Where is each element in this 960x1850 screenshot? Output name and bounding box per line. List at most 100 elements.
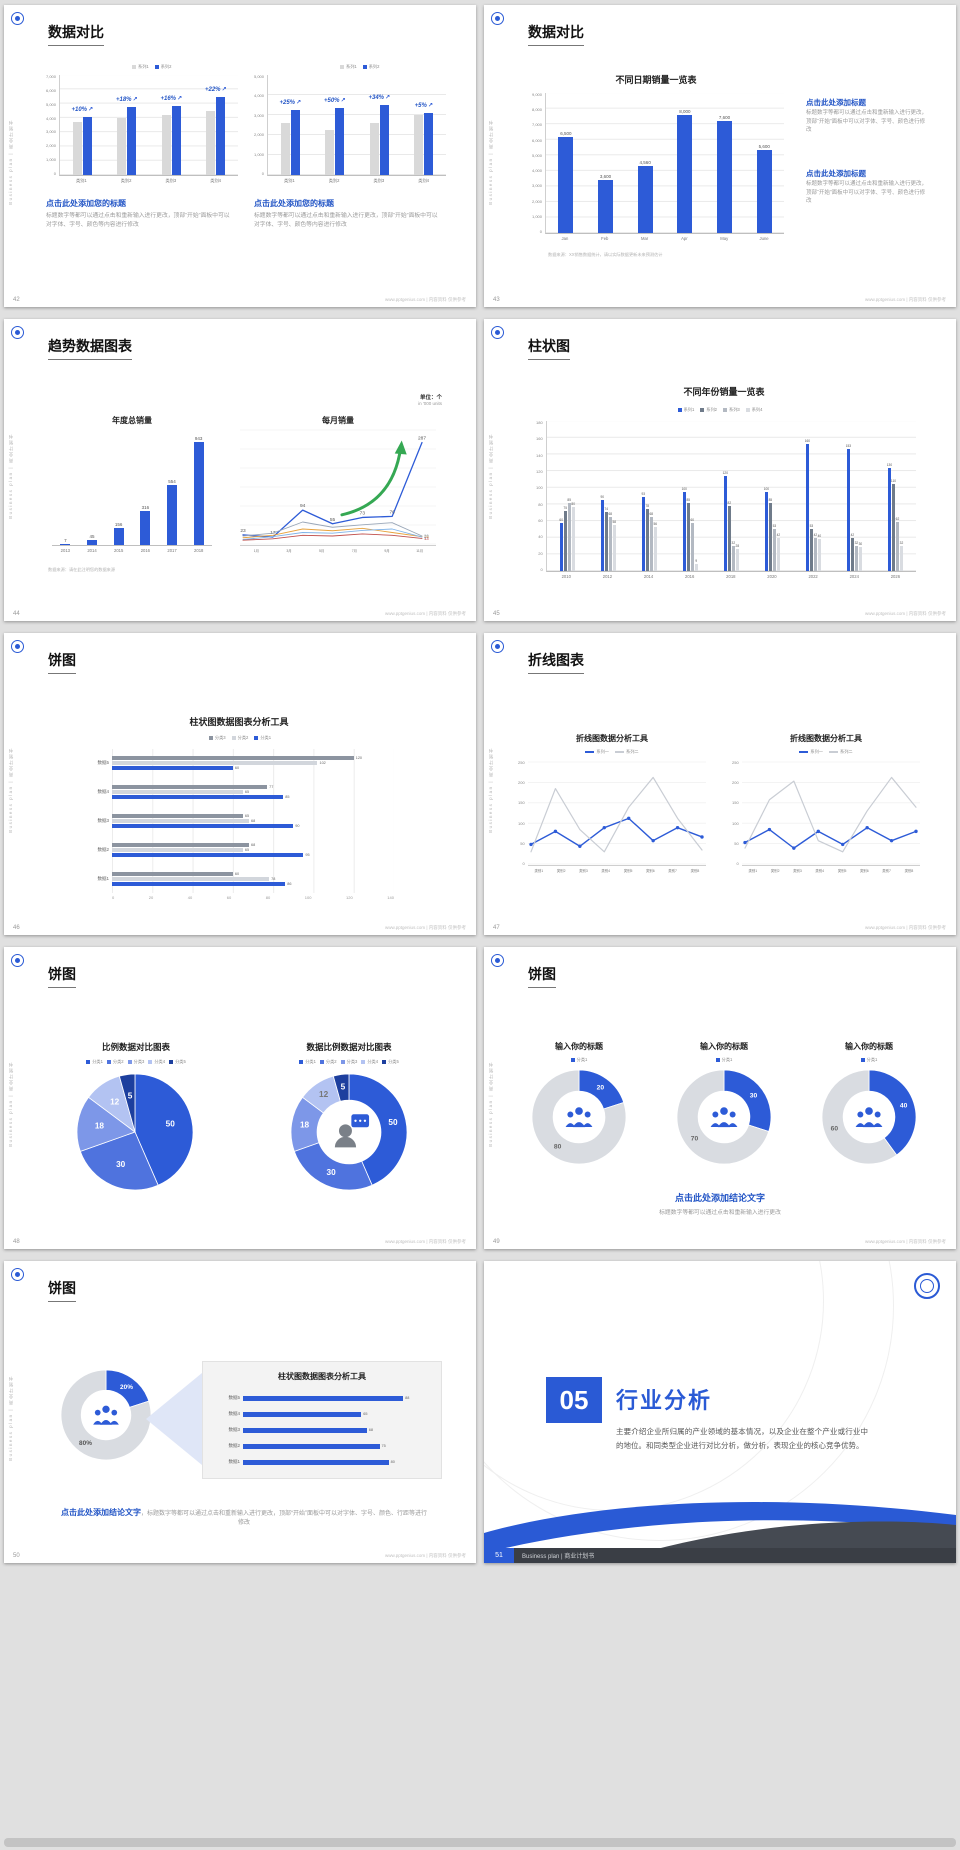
bar-row: 数据2 75 (219, 1438, 425, 1454)
chart-legend: 系列一 系列二 (518, 749, 706, 755)
hrows: 数据5 120 102 60 数据4 77 65 85 数据3 65 68 90 数据2 68 65 95 数据… (88, 749, 394, 893)
hb: 95 (112, 852, 394, 857)
x-tick-label: May (720, 236, 729, 241)
x-tick-label: 2010 (561, 574, 571, 579)
bar-group: 160 53 42 40 (793, 428, 834, 571)
x-tick-label: 类别6 (645, 869, 655, 873)
xaxis: 2010 2012 2014 2016 2018 2020 2022 2024 2026 (546, 572, 916, 581)
bar-value-label: 53 (809, 523, 814, 528)
bar-value-label: 90 (295, 823, 300, 828)
horizontal-bar-chart: 数据5 120 102 60 数据4 77 65 85 数据3 65 68 90 数据2 68 65 95 数据… (88, 749, 394, 901)
bar (243, 1395, 404, 1401)
legend-item: 分类5 (382, 1059, 399, 1065)
slide-42[interactable]: Business plan | 商业计划书 数据对比 系列1 系列2 7,000 6… (4, 5, 476, 307)
legend-swatch (319, 1060, 324, 1064)
x-tick-label: 类别5 (837, 869, 847, 873)
svg-text:70: 70 (691, 1135, 699, 1142)
conclusion-title: 点击此处添加结论文字 (674, 1193, 765, 1203)
x-tick-label: 1月 (253, 549, 259, 553)
slide-title: 数据对比 (48, 22, 104, 46)
brand-logo-icon (11, 12, 24, 25)
x-tick-label: Mar (640, 236, 649, 241)
pie-chart: 50 30 18 12 5 (76, 1073, 194, 1191)
slide-43[interactable]: Business plan | 商业计划书 数据对比 不同日期销量一览表 9,0… (484, 5, 956, 307)
bar: 85 (687, 498, 690, 571)
bar-group: 60 75 85 80 (547, 428, 588, 571)
slide-51[interactable]: 05 行业分析 主要介绍企业所归属的产业领域的基本情况，以及企业在整个产业或行业… (484, 1261, 956, 1563)
bar-value-label: 60 (559, 518, 563, 523)
hb: 60 (112, 766, 394, 771)
bar-value-label: 120 (722, 470, 728, 475)
legend-item: 系列一 (585, 749, 609, 755)
legend-swatch (340, 65, 344, 69)
vertical-brand-text: Business plan | 商业计划书 (488, 119, 493, 205)
slide-49[interactable]: Business plan | 商业计划书 饼图 输入你的标题 分类1 20 80… (484, 947, 956, 1249)
brand-logo-icon (491, 640, 504, 653)
bar: 4,560 (637, 160, 653, 233)
bar: 42 (814, 533, 817, 571)
bar-value-label: 58 (612, 519, 617, 524)
footer-site-text: www.pptgenius.com | 内容资料 仅供参考 (865, 1239, 946, 1244)
bar: 30 (859, 542, 862, 571)
bar: 9 (694, 559, 698, 571)
bar-value-label: 32 (854, 540, 859, 545)
bar-group: 88 (243, 1390, 425, 1406)
x-tick-label: 类别8 (904, 869, 914, 873)
slide-46[interactable]: Business plan | 商业计划书 饼图 柱状图数据图表分析工具 分类3… (4, 633, 476, 935)
horizontal-scrollbar[interactable] (4, 1838, 956, 1847)
legend-swatch (382, 1060, 387, 1064)
legend-item: 系列2 (700, 407, 717, 413)
bar (206, 111, 216, 175)
slide-title: 数据对比 (528, 22, 584, 46)
bar-value-label: 100 (763, 486, 770, 491)
legend-swatch (677, 408, 682, 412)
svg-text:12: 12 (110, 1097, 120, 1106)
slide-45[interactable]: Business plan | 商业计划书 柱状图 不同年份销量一览表 系列1 系… (484, 319, 956, 621)
bar-value-label: 42 (813, 532, 818, 537)
monthly-sales-line-chart: 23 17 94 55 73 76 287 20 18 17 13 1月 3月 5月 7月 9月 11月 (240, 429, 436, 555)
bar-group: +34%↗ (357, 82, 402, 175)
bar: 80 (571, 502, 575, 571)
brand-logo-icon (11, 640, 24, 653)
x-tick-label: 2015 (114, 548, 124, 553)
bar-value-label: 85 (567, 498, 571, 503)
slide-50[interactable]: Business plan | 商业计划书 饼图 20% 80% 柱状图数据图表分… (4, 1261, 476, 1563)
legend-swatch (169, 1060, 174, 1064)
x-tick-label: 2018 (194, 548, 204, 553)
x-tick-label: 2016 (685, 574, 695, 579)
legend-item: 分类1 (570, 1057, 587, 1063)
caption-body: 标题数字等都可以通过点击和重新输入进行更改，顶部“开始”面板中可以对字体、字号、… (254, 213, 438, 228)
bar (243, 1411, 362, 1417)
svg-text:287: 287 (418, 436, 426, 442)
bar (112, 761, 318, 766)
hb: 65 (112, 790, 394, 795)
bar-value-label: 9 (695, 558, 698, 563)
slide-44[interactable]: Business plan | 商业计划书 趋势数据图表 单位：个 in '00… (4, 319, 476, 621)
growth-label: +5%↗ (414, 102, 433, 109)
svg-text:17: 17 (424, 535, 429, 540)
bar-value-label: 75 (563, 506, 567, 511)
yaxis: 5,000 4,000 3,000 2,000 1,000 0 (254, 74, 265, 176)
x-tick-label: 2022 (808, 574, 818, 579)
bar-group: 100 85 53 42 (752, 428, 793, 571)
chart-legend: 系列1 系列2 (340, 64, 379, 70)
bar-row: 数据5 88 (219, 1390, 425, 1406)
bar: 60 (559, 518, 563, 571)
funnel-shape (146, 1373, 202, 1465)
slide-47[interactable]: Business plan | 商业计划书 折线图表 折线图数据分析工具 系列一… (484, 633, 956, 935)
legend-swatch (106, 1060, 111, 1064)
legend-swatch (254, 736, 259, 740)
bar-group: 120 82 32 28 (711, 428, 752, 571)
legend-swatch (700, 408, 705, 412)
unit-note-cn: 单位：个 (419, 395, 442, 401)
legend-swatch (723, 408, 727, 412)
plotwrap: 6,500 3,600 4,560 8,000 7,600 5,600 Jan Feb Mar A… (545, 93, 784, 243)
footer-site-text: www.pptgenius.com | 内容资料 仅供参考 (385, 1239, 466, 1244)
bar-group: 130 110 62 32 (875, 428, 916, 571)
x-tick-label: 类别1 (76, 178, 87, 183)
bar-value-label: 68 (608, 511, 613, 516)
slide-48[interactable]: Business plan | 商业计划书 饼图 比例数据对比图表 分类1 分类2… (4, 947, 476, 1249)
x-tick-label: 2026 (890, 574, 901, 579)
conclusion-body: ，标题数字等都可以通过点击和重新输入进行更改，顶部“开始”面板中可以对字体、字号… (141, 1511, 427, 1527)
bar: 32 (900, 541, 903, 571)
